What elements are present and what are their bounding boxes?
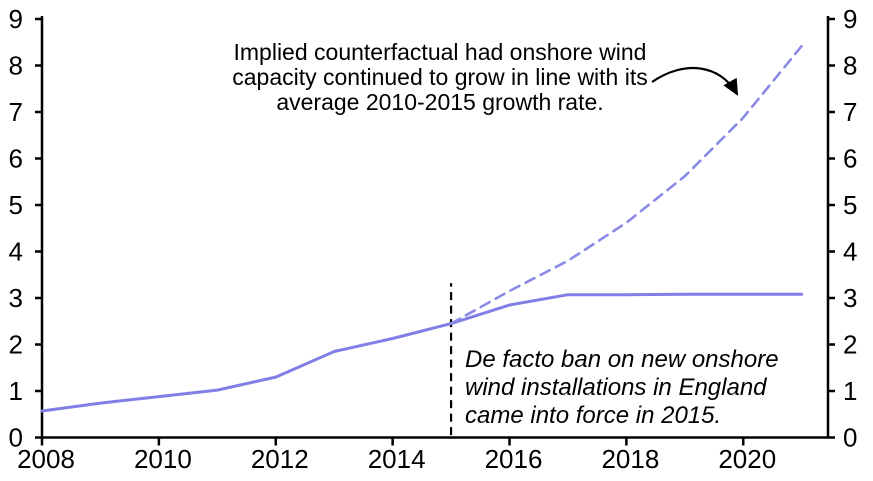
- y-tick-label-right: 6: [843, 144, 857, 174]
- annotation-line: De facto ban on new onshore: [465, 346, 779, 373]
- annotation-line: Implied counterfactual had onshore wind: [233, 39, 647, 65]
- y-tick-label-left: 5: [9, 190, 23, 220]
- annotation-arrow-layer: [651, 67, 739, 96]
- axes: 0 0 1 1 2 2 3 3 4 4 5 5 6 6 7 7 8 8 9 9 2008 2010 2012 2014 2016…: [9, 4, 858, 474]
- x-tick-label: 2016: [485, 444, 543, 474]
- y-tick-label-left: 2: [9, 330, 23, 360]
- series-lines: [40, 44, 804, 436]
- y-tick-label-right: 5: [843, 190, 857, 220]
- actual-capacity-line: [40, 292, 804, 413]
- y-tick-label-left: 7: [9, 97, 23, 127]
- annotation-line: capacity continued to grow in line with …: [232, 64, 648, 90]
- ban-annotation: De facto ban on new onshore wind install…: [465, 346, 779, 430]
- x-tick-label: 2014: [368, 444, 426, 474]
- x-tick-label: 2012: [251, 444, 309, 474]
- annotation-line: came into force in 2015.: [465, 402, 722, 429]
- annotation-line: average 2010-2015 growth rate.: [276, 89, 604, 115]
- y-tick-label-left: 3: [9, 283, 23, 313]
- annotation-arrow: [651, 67, 739, 96]
- y-tick-label-left: 0: [9, 423, 23, 453]
- y-tick-label-right: 2: [843, 330, 857, 360]
- counterfactual-line: [449, 44, 804, 325]
- y-tick-label-left: 4: [9, 237, 23, 267]
- y-tick-label-right: 4: [843, 237, 857, 267]
- y-tick-label-right: 3: [843, 283, 857, 313]
- y-tick-label-left: 8: [9, 51, 23, 81]
- x-tick-label: 2008: [17, 444, 75, 474]
- y-tick-label-right: 1: [843, 376, 857, 406]
- annotation-line: wind installations in England: [465, 374, 767, 401]
- y-tick-label-left: 6: [9, 144, 23, 174]
- y-tick-label-right: 8: [843, 51, 857, 81]
- x-tick-label: 2018: [601, 444, 659, 474]
- x-tick-label: 2010: [134, 444, 192, 474]
- x-tick-label: 2020: [718, 444, 776, 474]
- y-tick-label-left: 9: [9, 4, 23, 34]
- y-tick-label-right: 0: [843, 423, 857, 453]
- y-tick-label-right: 7: [843, 97, 857, 127]
- y-tick-label-left: 1: [9, 376, 23, 406]
- y-tick-label-right: 9: [843, 4, 857, 34]
- counterfactual-annotation: Implied counterfactual had onshore wind …: [170, 40, 710, 115]
